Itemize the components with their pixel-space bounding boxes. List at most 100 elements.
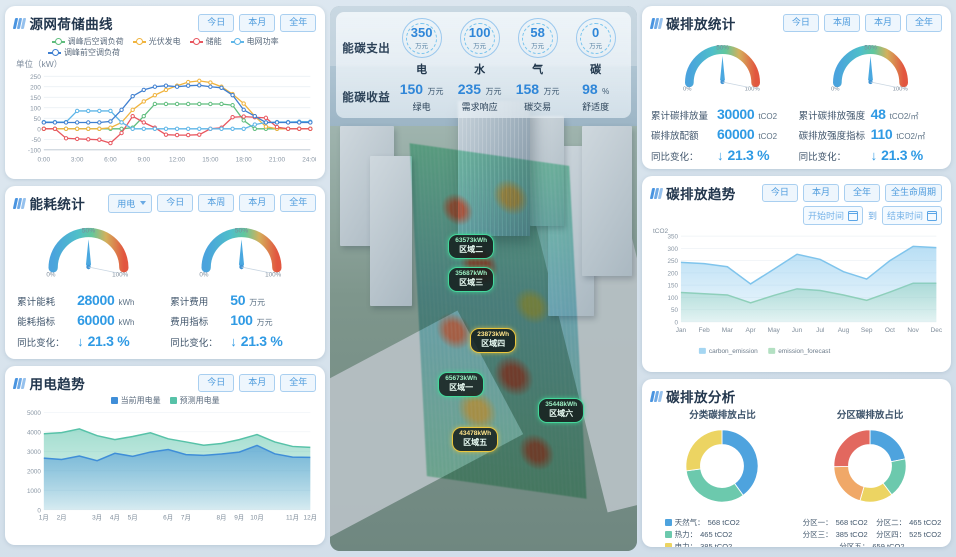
carbon-analysis-header: 碳排放分析 [649, 386, 942, 406]
legend-item-ac-after[interactable]: 调峰后空调负荷 [51, 36, 124, 47]
btn-trend-year[interactable]: 全年 [843, 184, 880, 202]
svg-text:Jan: Jan [675, 327, 686, 334]
legend-item-forecast-power[interactable]: 预测用电量 [169, 395, 220, 406]
btn-carbon-today[interactable]: 今日 [782, 14, 819, 32]
svg-text:3:00: 3:00 [71, 157, 84, 164]
metric-cell[interactable]: 158 万元 碳交易 [509, 81, 567, 113]
svg-text:350: 350 [667, 234, 678, 241]
start-time-input[interactable]: 开始时间 [802, 206, 863, 225]
btn-carbon-year[interactable]: 全年 [905, 14, 942, 32]
legend-item-current-power[interactable]: 当前用电量 [110, 395, 161, 406]
source-grid-title-group: 源网荷储曲线 [12, 13, 113, 33]
donut-zone-title: 分区碳排放占比 [836, 410, 904, 421]
btn-trend-lifecycle[interactable]: 全生命周期 [884, 184, 942, 202]
metric-cell[interactable]: 150 万元 绿电 [393, 81, 451, 113]
calendar-icon [847, 210, 859, 221]
btn-trend-today[interactable]: 今日 [761, 184, 798, 202]
panel-carbon-analysis: 碳排放分析 分类碳排放占比 天然气： 568 tCO2 热力： 465 tCO2 电力：… [641, 379, 951, 547]
donut-category-chart[interactable] [679, 423, 765, 509]
end-time-input[interactable]: 结束时间 [881, 206, 942, 225]
btn-carbon-week[interactable]: 本周 [823, 14, 860, 32]
donut-legend-item[interactable]: 热力： 465 tCO2 [664, 529, 732, 540]
legend-item-pv[interactable]: 光伏发电 [132, 36, 181, 47]
region-tag[interactable]: 35448kWh 区域六 [538, 398, 585, 423]
panel-energy-stats: 能耗统计 用电 今日 本周 本月 全年 50% 0% 100% 累计能耗 [5, 186, 326, 359]
region-tag[interactable]: 63573kWh 区域二 [448, 234, 495, 259]
carbon-stats-title-group: 碳排放统计 [649, 13, 736, 33]
expense-cells: 350 万元电 100 万元水 58 万元气 0 万元碳 [393, 18, 625, 77]
donut-by-category: 分类碳排放占比 天然气： 568 tCO2 热力： 465 tCO2 电力： 385 tC… [651, 407, 795, 547]
arrow-down-icon: ↓ [77, 333, 84, 349]
title-bars-icon [12, 17, 26, 29]
gauge-arc: 50% 0% 100% [46, 227, 129, 278]
svg-text:Nov: Nov [907, 327, 919, 334]
btn-source-month[interactable]: 本月 [239, 14, 276, 32]
expense-row-label: 能碳支出 [342, 42, 391, 55]
donut-legend-item[interactable]: 分区四： 525 tCO2 [876, 530, 942, 539]
svg-text:0%: 0% [46, 271, 56, 278]
btn-energy-week[interactable]: 本周 [198, 194, 235, 212]
metric-cell[interactable]: 100 万元水 [451, 18, 509, 77]
donut-legend-item[interactable]: 分区二： 465 tCO2 [876, 518, 942, 527]
gauge-energy-rows: 累计能耗 28000 kWh 能耗指标 60000 kWh 同比变化： ↓ [17, 290, 160, 351]
btn-source-year[interactable]: 全年 [280, 14, 317, 32]
btn-power-month[interactable]: 本月 [239, 374, 276, 392]
donut-legend-item[interactable]: 电力： 385 tCO2 [664, 541, 732, 547]
arrow-down-icon: ↓ [230, 333, 237, 349]
metric-caption: 舒适度 [582, 102, 610, 112]
region-tag[interactable]: 23873kWh 区域四 [470, 328, 517, 353]
source-grid-legend-row2: 调峰前空调负荷 [48, 47, 316, 58]
btn-power-year[interactable]: 全年 [280, 374, 317, 392]
center-column: 63573kWh 区域二 35687kWh 区域三 23873kWh 区域四 65673kW… [330, 6, 637, 551]
svg-text:250: 250 [667, 258, 678, 265]
gauge-energy-cost: 50% 0% 100% 累计费用 50 万元 费用指标 100 万元 [170, 219, 313, 351]
energy-type-select[interactable]: 用电 [108, 193, 153, 213]
donut-legend-item[interactable]: 分区五： 659 tCO2 [839, 542, 905, 547]
region-tag[interactable]: 65673kWh 区域一 [438, 372, 485, 397]
metric-cell[interactable]: 350 万元电 [393, 18, 451, 77]
carbon-stats-header: 碳排放统计 今日 本周 本月 全年 [649, 13, 942, 33]
donut-legend-item[interactable]: 分区三： 385 tCO2 [802, 530, 868, 539]
btn-energy-month[interactable]: 本月 [239, 194, 276, 212]
metric-cell[interactable]: 58 万元气 [509, 18, 567, 77]
btn-trend-month[interactable]: 本月 [802, 184, 839, 202]
donut-legend-item[interactable]: 天然气： 568 tCO2 [664, 517, 740, 528]
city-block [582, 126, 633, 276]
metric-caption: 碳交易 [524, 102, 552, 112]
btn-energy-year[interactable]: 全年 [280, 194, 317, 212]
svg-text:Jun: Jun [791, 327, 802, 334]
metric-cell[interactable]: 235 万元 需求响应 [451, 81, 509, 113]
metric-cell[interactable]: 0 万元碳 [567, 18, 625, 77]
expense-row: 能碳支出 350 万元电 100 万元水 58 万元气 0 万元碳 [342, 18, 624, 77]
metric-cell[interactable]: 98 % 舒适度 [567, 81, 625, 113]
svg-text:5月: 5月 [128, 514, 138, 522]
chevron-down-icon [140, 201, 147, 205]
svg-text:100%: 100% [112, 271, 129, 278]
row-emission-quota: 碳排放配额 60000 tCO2 [650, 126, 778, 143]
svg-text:6:00: 6:00 [104, 157, 117, 164]
btn-source-today[interactable]: 今日 [198, 14, 235, 32]
legend-item-ac-before[interactable]: 调峰前空调负荷 [48, 47, 120, 58]
svg-text:emission_forecast: emission_forecast [778, 348, 830, 355]
btn-energy-today[interactable]: 今日 [157, 194, 194, 212]
donut-legend-item[interactable]: 分区一： 568 tCO2 [802, 518, 868, 527]
btn-carbon-month[interactable]: 本月 [864, 14, 901, 32]
legend-item-grid-power[interactable]: 电网功率 [230, 36, 279, 47]
btn-power-today[interactable]: 今日 [198, 374, 235, 392]
region-tag[interactable]: 35687kWh 区域三 [448, 267, 495, 292]
legend-item-storage[interactable]: 储能 [189, 36, 222, 47]
donut-zone-chart[interactable] [827, 423, 913, 509]
source-grid-legend: 调峰后空调负荷 光伏发电 储能 电网功率 [14, 36, 316, 47]
svg-text:21:00: 21:00 [269, 157, 286, 164]
svg-text:9月: 9月 [234, 514, 244, 522]
metric-ring: 0 万元 [575, 18, 616, 58]
svg-text:12:00: 12:00 [169, 157, 186, 164]
gauge-carbon-emission: 50% 0% 100% 累计碳排放量 30000 tCO2 碳排放配额 60000 … [651, 37, 794, 165]
svg-text:carbon_emission: carbon_emission [709, 348, 758, 355]
energy-gauges: 50% 0% 100% 累计能耗 28000 kWh 能耗指标 60000 kWh [14, 219, 316, 351]
region-tag[interactable]: 43478kWh 区域五 [452, 427, 499, 452]
building-3d-scene[interactable]: 63573kWh 区域二 35687kWh 区域三 23873kWh 区域四 65673kW… [330, 6, 637, 551]
metric-caption: 需求响应 [461, 102, 498, 112]
metric-ring: 58 万元 [517, 18, 558, 58]
